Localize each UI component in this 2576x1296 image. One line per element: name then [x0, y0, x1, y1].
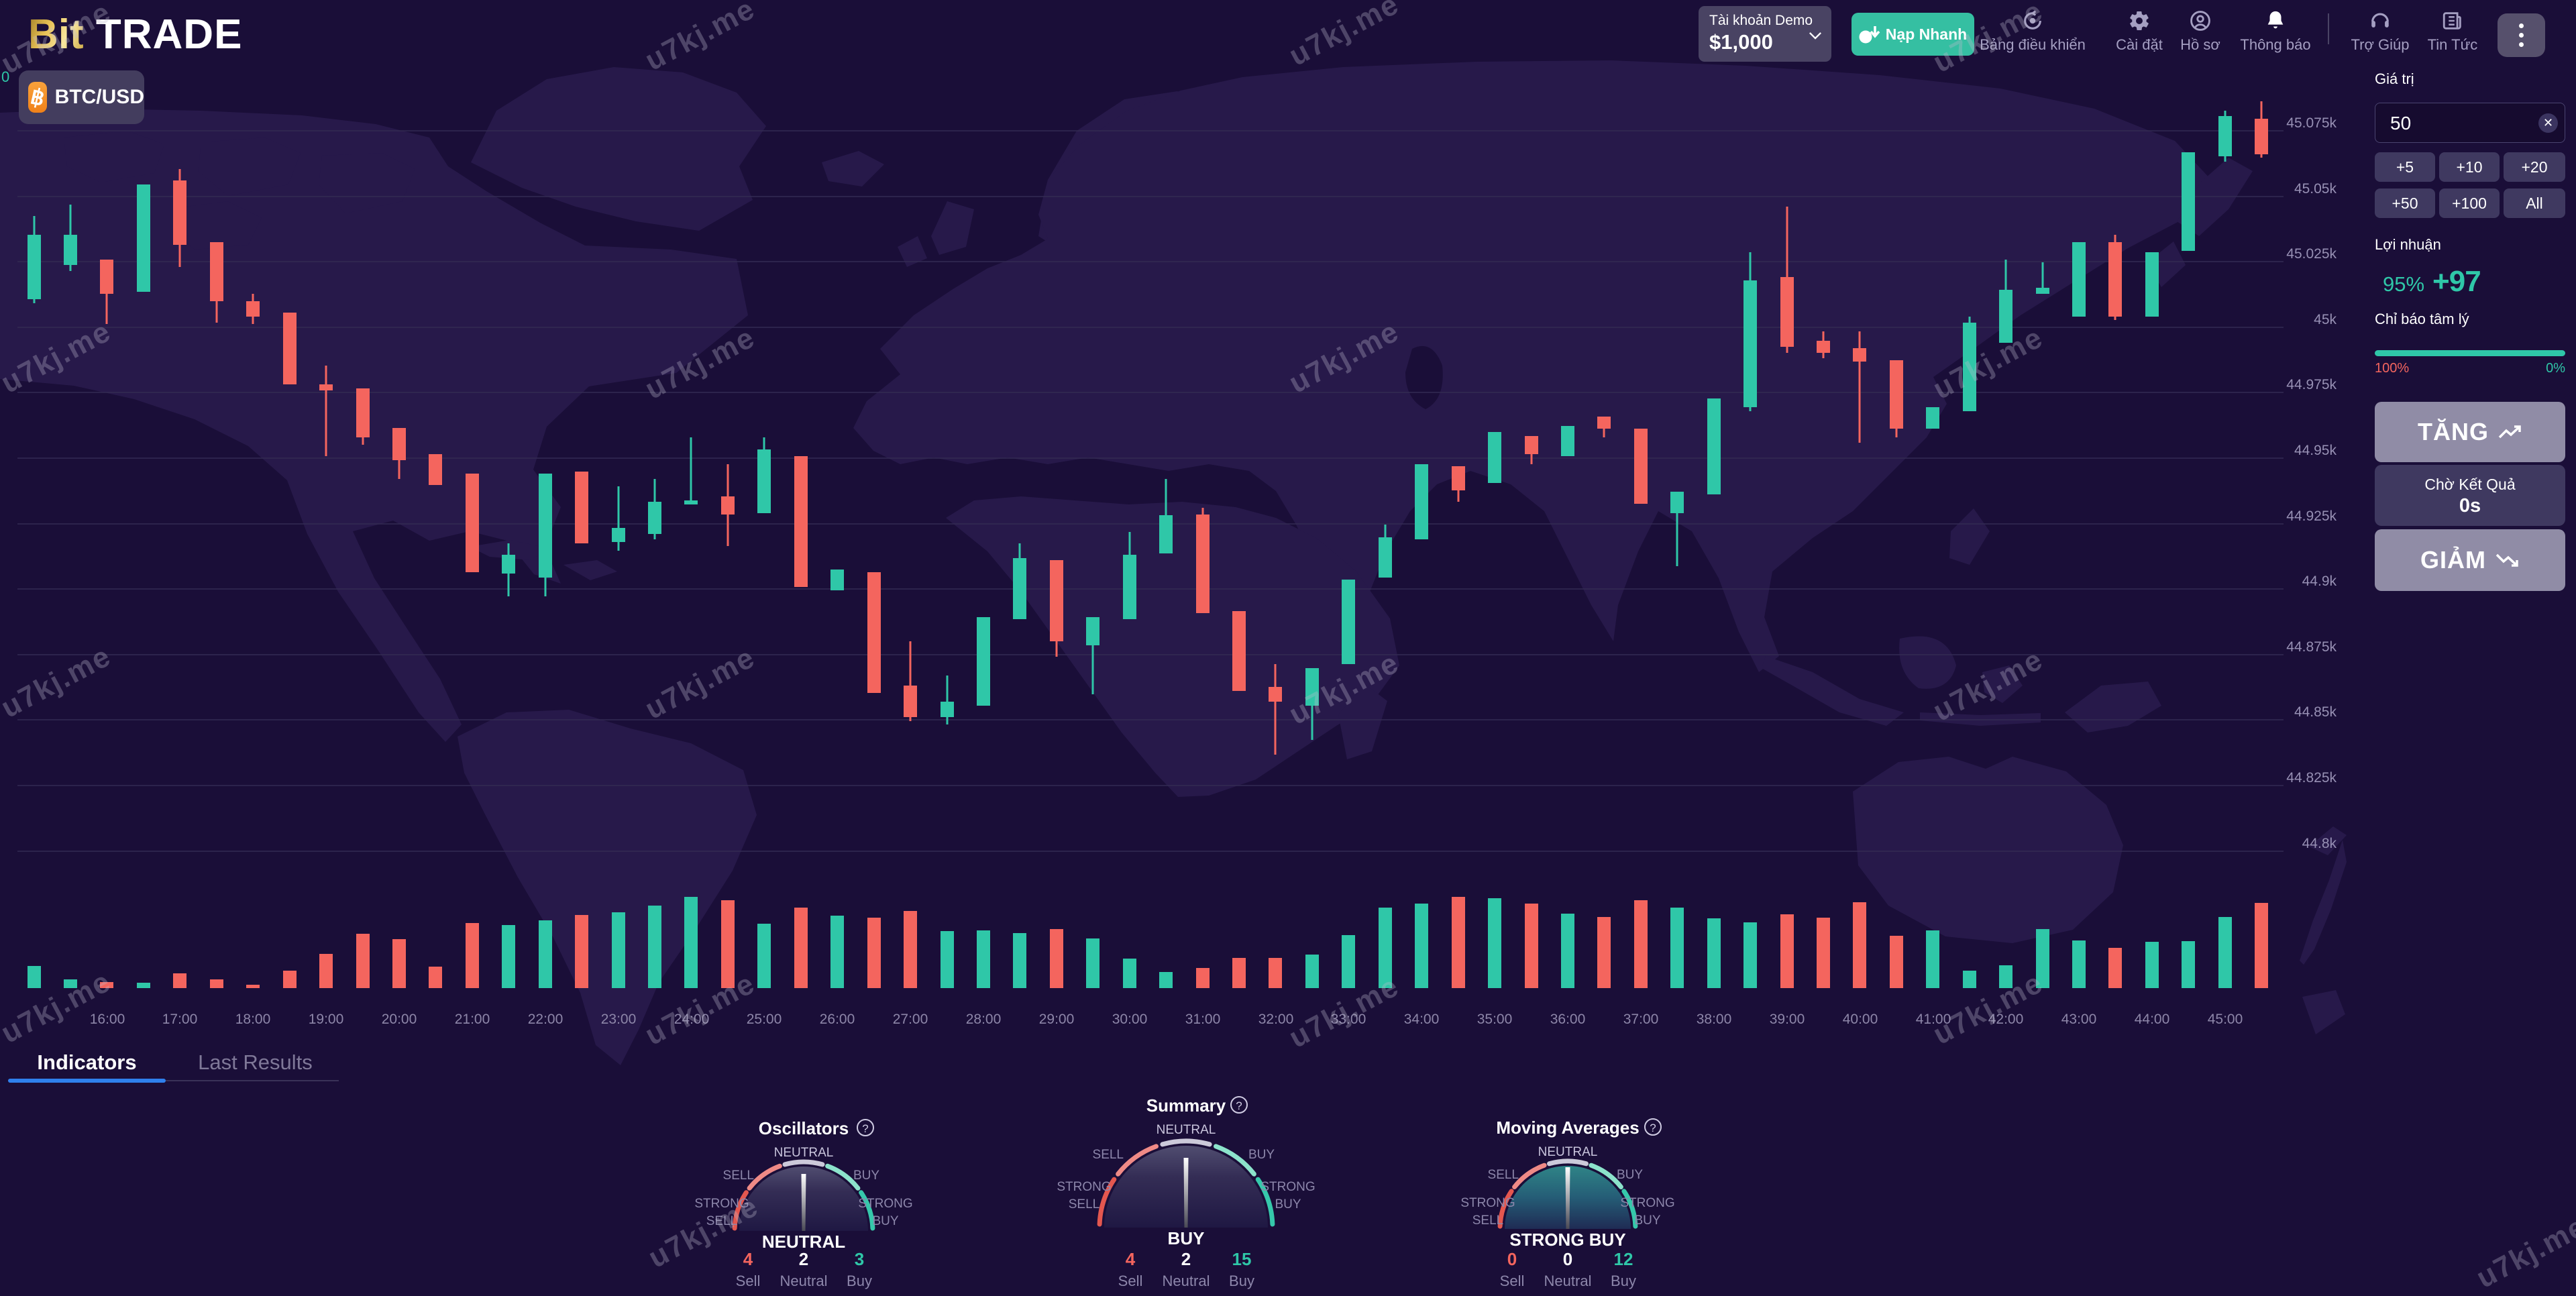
- svg-text:Sell: Sell: [736, 1273, 761, 1289]
- svg-text:31:00: 31:00: [1185, 1012, 1221, 1027]
- svg-text:33:00: 33:00: [1331, 1012, 1366, 1027]
- svg-text:BUY: BUY: [1168, 1228, 1205, 1248]
- svg-text:23:00: 23:00: [601, 1012, 637, 1027]
- svg-text:42:00: 42:00: [1988, 1012, 2024, 1027]
- svg-text:BUY: BUY: [872, 1214, 898, 1228]
- svg-text:34:00: 34:00: [1404, 1012, 1440, 1027]
- svg-text:27:00: 27:00: [893, 1012, 928, 1027]
- svg-text:4: 4: [743, 1249, 753, 1269]
- svg-text:STRONG: STRONG: [1260, 1180, 1315, 1194]
- svg-text:45:00: 45:00: [2208, 1012, 2243, 1027]
- svg-text:15: 15: [1232, 1249, 1252, 1269]
- svg-text:STRONG: STRONG: [1057, 1180, 1111, 1194]
- svg-text:Buy: Buy: [847, 1273, 872, 1289]
- svg-text:0: 0: [1, 68, 9, 85]
- svg-text:Buy: Buy: [1611, 1273, 1636, 1289]
- svg-text:SELL: SELL: [706, 1214, 737, 1228]
- svg-text:44.95k: 44.95k: [2294, 443, 2337, 458]
- svg-text:44.875k: 44.875k: [2286, 639, 2337, 655]
- svg-text:17:00: 17:00: [162, 1012, 198, 1027]
- svg-text:18:00: 18:00: [235, 1012, 271, 1027]
- svg-text:SELL: SELL: [723, 1169, 754, 1183]
- svg-text:Summary: Summary: [1146, 1095, 1226, 1116]
- svg-text:24:00: 24:00: [674, 1012, 710, 1027]
- svg-text:2: 2: [1181, 1249, 1191, 1269]
- svg-text:26:00: 26:00: [820, 1012, 855, 1027]
- svg-text:0: 0: [1507, 1249, 1517, 1269]
- svg-text:0: 0: [1563, 1249, 1572, 1269]
- svg-text:3: 3: [855, 1249, 864, 1269]
- svg-text:28:00: 28:00: [966, 1012, 1002, 1027]
- svg-text:45k: 45k: [2314, 312, 2337, 327]
- svg-text:Sell: Sell: [1500, 1273, 1525, 1289]
- svg-text:Neutral: Neutral: [1544, 1273, 1592, 1289]
- svg-text:BUY: BUY: [853, 1169, 879, 1183]
- svg-text:4: 4: [1126, 1249, 1136, 1269]
- svg-text:44:00: 44:00: [2135, 1012, 2170, 1027]
- svg-text:19:00: 19:00: [309, 1012, 344, 1027]
- svg-text:Buy: Buy: [1229, 1273, 1254, 1289]
- svg-text:45.05k: 45.05k: [2294, 181, 2337, 197]
- svg-text:39:00: 39:00: [1770, 1012, 1805, 1027]
- svg-text:BUY: BUY: [1275, 1197, 1301, 1211]
- svg-text:BUY: BUY: [1617, 1168, 1643, 1182]
- svg-text:SELL: SELL: [1488, 1168, 1519, 1182]
- svg-text:44.925k: 44.925k: [2286, 508, 2337, 524]
- svg-text:?: ?: [1236, 1099, 1242, 1112]
- svg-text:45.025k: 45.025k: [2286, 246, 2337, 262]
- svg-text:44.825k: 44.825k: [2286, 770, 2337, 786]
- svg-text:NEUTRAL: NEUTRAL: [762, 1232, 845, 1252]
- svg-text:SELL: SELL: [1093, 1148, 1124, 1162]
- svg-text:Neutral: Neutral: [1163, 1273, 1210, 1289]
- svg-text:43:00: 43:00: [2061, 1012, 2097, 1027]
- svg-text:Oscillators: Oscillators: [759, 1118, 849, 1138]
- svg-text:NEUTRAL: NEUTRAL: [1157, 1123, 1216, 1137]
- svg-text:45.075k: 45.075k: [2286, 115, 2337, 131]
- svg-text:STRONG: STRONG: [694, 1197, 749, 1211]
- svg-text:?: ?: [862, 1122, 868, 1135]
- svg-text:20:00: 20:00: [382, 1012, 417, 1027]
- svg-text:2: 2: [799, 1249, 808, 1269]
- svg-text:?: ?: [1650, 1122, 1656, 1134]
- svg-text:Moving Averages: Moving Averages: [1496, 1118, 1639, 1138]
- svg-text:12: 12: [1614, 1249, 1633, 1269]
- svg-text:44.8k: 44.8k: [2302, 836, 2337, 851]
- svg-text:32:00: 32:00: [1258, 1012, 1294, 1027]
- svg-text:35:00: 35:00: [1477, 1012, 1513, 1027]
- svg-text:29:00: 29:00: [1039, 1012, 1075, 1027]
- svg-text:SELL: SELL: [1472, 1213, 1503, 1228]
- svg-text:Sell: Sell: [1118, 1273, 1143, 1289]
- svg-text:STRONG: STRONG: [1460, 1196, 1515, 1210]
- svg-text:16:00: 16:00: [90, 1012, 125, 1027]
- svg-text:NEUTRAL: NEUTRAL: [774, 1146, 834, 1160]
- svg-text:36:00: 36:00: [1550, 1012, 1586, 1027]
- svg-text:STRONG: STRONG: [858, 1197, 912, 1211]
- svg-text:44.975k: 44.975k: [2286, 377, 2337, 392]
- svg-text:30:00: 30:00: [1112, 1012, 1148, 1027]
- svg-text:41:00: 41:00: [1916, 1012, 1951, 1027]
- svg-text:21:00: 21:00: [455, 1012, 490, 1027]
- svg-text:44.9k: 44.9k: [2302, 574, 2337, 589]
- svg-text:44.85k: 44.85k: [2294, 704, 2337, 720]
- svg-text:BUY: BUY: [1634, 1213, 1660, 1228]
- svg-text:BUY: BUY: [1248, 1148, 1275, 1162]
- svg-text:40:00: 40:00: [1843, 1012, 1878, 1027]
- svg-text:25:00: 25:00: [747, 1012, 782, 1027]
- svg-text:38:00: 38:00: [1697, 1012, 1732, 1027]
- svg-text:STRONG: STRONG: [1620, 1196, 1674, 1210]
- svg-text:SELL: SELL: [1069, 1197, 1099, 1211]
- svg-text:STRONG BUY: STRONG BUY: [1509, 1230, 1625, 1250]
- svg-text:22:00: 22:00: [528, 1012, 564, 1027]
- svg-text:37:00: 37:00: [1623, 1012, 1659, 1027]
- svg-text:NEUTRAL: NEUTRAL: [1538, 1145, 1598, 1159]
- svg-text:Neutral: Neutral: [780, 1273, 828, 1289]
